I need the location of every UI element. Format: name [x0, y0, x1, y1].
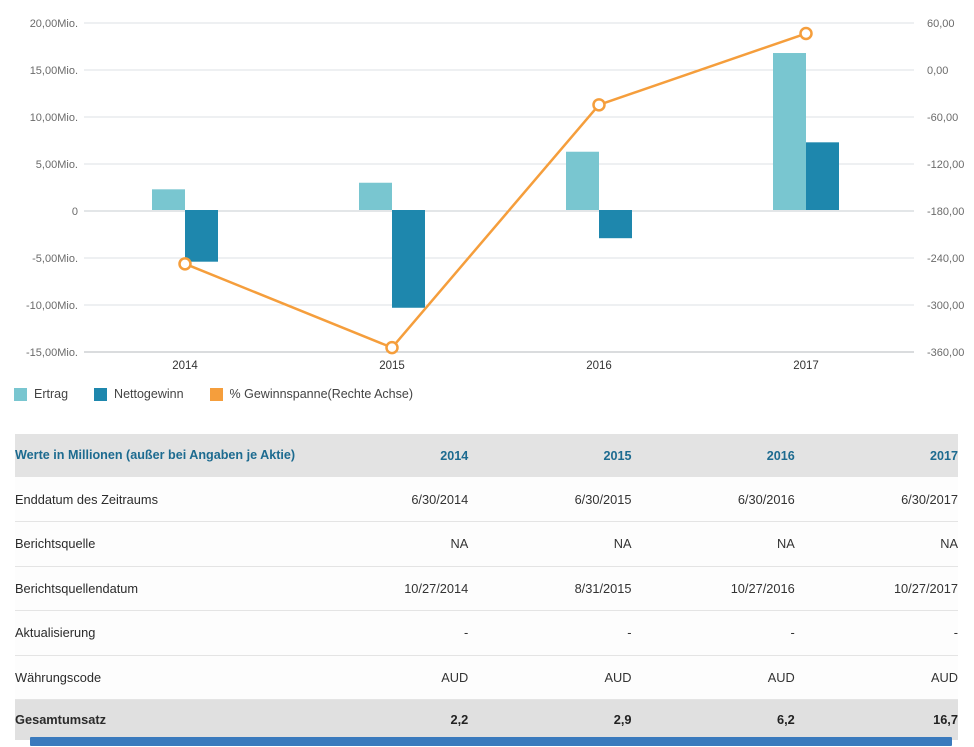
row-label: Währungscode	[15, 654, 305, 700]
gewinnspanne-point-2017	[799, 26, 813, 41]
legend-label: Ertrag	[34, 387, 69, 401]
gewinnspanne-point-2016	[592, 98, 606, 112]
legend-swatch-icon	[209, 387, 223, 401]
legend-swatch-icon	[94, 387, 108, 401]
row-label: Berichtsquellendatum	[15, 565, 305, 611]
cell-value: AUD	[468, 654, 632, 700]
table-row: Enddatum des Zeitraums 6/30/2014 6/30/20…	[15, 477, 958, 522]
gewinnspanne-point-2015	[385, 340, 399, 355]
cell-value: -	[631, 610, 795, 655]
ertrag-bar-2017	[773, 53, 806, 210]
right-axis-tick: -300,00	[927, 300, 964, 312]
legend-item[interactable]: Ertrag	[14, 387, 68, 401]
table-row: Berichtsquelle NA NA NA NA	[15, 521, 958, 566]
legend-swatch-icon	[14, 387, 27, 401]
left-axis-tick: -15,00Mio.	[26, 347, 78, 359]
nettogewinn-bar-2014	[185, 210, 218, 262]
cell-value: AUD	[794, 654, 958, 700]
cell-value: 10/27/2017	[794, 565, 958, 611]
nettogewinn-bar-2015	[392, 210, 425, 308]
nettogewinn-bar-2017	[806, 142, 839, 210]
column-header-2014[interactable]: 2014	[440, 448, 469, 463]
gewinnspanne-line	[184, 32, 807, 349]
legend-label: Nettogewinn	[114, 387, 184, 401]
cell-value: NA	[468, 521, 632, 566]
cell-value: 2,9	[468, 699, 632, 740]
cell-value: 6/30/2016	[737, 491, 795, 507]
ertrag-bar-2014	[152, 189, 185, 210]
ertrag-bar-2015	[359, 182, 392, 210]
x-axis-label-2017: 2017	[793, 360, 819, 372]
cell-value: 2,2	[305, 699, 469, 740]
nettogewinn-bar-2016	[599, 210, 632, 239]
row-label: Aktualisierung	[15, 610, 305, 655]
table-row: Währungscode AUD AUD AUD AUD	[15, 654, 958, 700]
right-axis-tick: -120,00	[927, 159, 964, 171]
cell-value: 6,2	[631, 699, 795, 740]
column-header-2017[interactable]: 2017	[929, 448, 958, 463]
ertrag-bar-2016	[566, 151, 599, 210]
table-row: Berichtsquellendatum 10/27/2014 8/31/201…	[15, 565, 958, 611]
cell-value: 16,7	[794, 699, 958, 740]
cell-value: 10/27/2014	[305, 565, 469, 611]
column-header-2016[interactable]: 2016	[766, 448, 795, 463]
left-axis-tick: 20,00Mio.	[30, 18, 78, 30]
left-axis-tick: -10,00Mio.	[26, 300, 78, 312]
cell-value: NA	[631, 521, 795, 566]
left-axis-tick: -5,00Mio.	[32, 253, 78, 265]
horizontal-scrollbar[interactable]	[30, 737, 952, 746]
right-axis-tick: -60,00	[927, 112, 958, 124]
x-axis-label-2015: 2015	[379, 360, 405, 372]
right-axis-tick: 0,00	[927, 65, 948, 77]
x-axis-label-2014: 2014	[172, 360, 198, 372]
right-axis-tick: -360,00	[927, 347, 964, 359]
right-axis-tick: -240,00	[927, 253, 964, 265]
combo-chart: 20,00Mio. 60,00 15,00Mio. 0,00 10,00Mio. -60,…	[26, 18, 964, 372]
column-header-2015[interactable]: 2015	[603, 448, 632, 463]
cell-value: 6/30/2014	[411, 491, 469, 507]
cell-value: 6/30/2015	[574, 491, 632, 507]
table-row: Aktualisierung - - - -	[15, 610, 958, 655]
cell-value: 8/31/2015	[468, 565, 632, 611]
row-label: Berichtsquelle	[15, 521, 305, 566]
cell-value: -	[468, 610, 632, 655]
cell-value: 10/27/2016	[631, 565, 795, 611]
right-axis-tick: -180,00	[927, 206, 964, 218]
row-label: Gesamtumsatz	[15, 699, 305, 740]
right-axis-tick: 60,00	[927, 18, 955, 30]
cell-value: NA	[305, 521, 469, 566]
cell-value: 6/30/2017	[901, 491, 958, 507]
financials-table: Werte in Millionen (außer bei Angaben je…	[15, 434, 958, 740]
left-axis-tick: 15,00Mio.	[30, 65, 78, 77]
legend-item[interactable]: % Gewinnspanne(Rechte Achse)	[209, 387, 413, 401]
left-axis-tick: 5,00Mio.	[36, 159, 78, 171]
legend-label: % Gewinnspanne(Rechte Achse)	[229, 387, 413, 401]
cell-value: AUD	[631, 654, 795, 700]
table-header-label: Werte in Millionen (außer bei Angaben je…	[15, 448, 296, 463]
table-header-row: Werte in Millionen (außer bei Angaben je…	[15, 434, 958, 477]
left-axis-tick: 0	[72, 206, 78, 218]
table-row-total: Gesamtumsatz 2,2 2,9 6,2 16,7	[15, 699, 958, 740]
chart-area: 20,00Mio. 60,00 15,00Mio. 0,00 10,00Mio. -60,…	[26, 18, 964, 372]
cell-value: AUD	[305, 654, 469, 700]
left-axis-tick: 10,00Mio.	[30, 112, 78, 124]
row-label: Enddatum des Zeitraums	[15, 491, 158, 507]
cell-value: -	[305, 610, 469, 655]
gewinnspanne-point-2014	[178, 257, 192, 271]
chart-legend: Ertrag Nettogewinn % Gewinnspanne(Rechte A…	[14, 387, 413, 401]
x-axis-label-2016: 2016	[586, 360, 612, 372]
legend-item[interactable]: Nettogewinn	[94, 387, 184, 401]
cell-value: -	[794, 610, 958, 655]
cell-value: NA	[794, 521, 958, 566]
